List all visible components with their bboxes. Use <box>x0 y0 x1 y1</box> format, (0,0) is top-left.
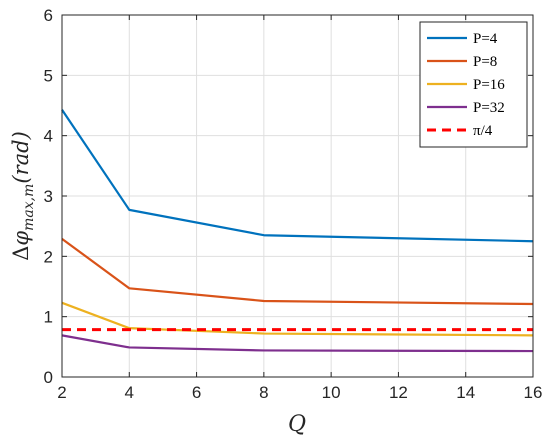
x-tick-label: 4 <box>125 383 134 402</box>
x-tick-label: 8 <box>259 383 268 402</box>
x-tick-label: 6 <box>192 383 201 402</box>
x-tick-label: 10 <box>322 383 341 402</box>
legend-label: P=32 <box>473 100 505 116</box>
series-line-2 <box>61 301 534 337</box>
y-tick-label: 6 <box>44 6 53 25</box>
series-line-3 <box>61 334 534 353</box>
series-layer <box>61 109 534 353</box>
y-axis-title-phi: φ <box>9 231 33 246</box>
y-tick-label: 5 <box>44 66 53 85</box>
legend-label: π/4 <box>473 123 493 139</box>
y-tick-label: 4 <box>44 127 53 146</box>
x-tick-label: 12 <box>389 383 408 402</box>
x-tick-label: 14 <box>456 383 475 402</box>
x-axis-title: Q <box>288 412 306 437</box>
legend: P=4 P=8 P=16 P=32 π/4 <box>419 21 528 148</box>
y-tick-label: 1 <box>44 308 53 327</box>
svg-text:Δφmax,m(rad): Δφmax,m(rad) <box>9 131 37 261</box>
y-axis-title-unit: (rad) <box>9 131 33 183</box>
series-line-0 <box>61 109 534 243</box>
y-axis-title: Δφmax,m(rad) <box>9 131 37 261</box>
y-tick-label: 3 <box>44 187 53 206</box>
legend-label: P=16 <box>473 77 505 93</box>
legend-label: P=4 <box>473 31 498 47</box>
x-tick-label: 16 <box>524 383 543 402</box>
series-line-1 <box>61 237 534 306</box>
y-axis-title-delta: Δ <box>9 246 33 261</box>
y-axis-title-subscript: max,m <box>21 184 37 231</box>
y-tick-label: 0 <box>44 368 53 387</box>
y-tick-label: 2 <box>44 247 53 266</box>
legend-label: P=8 <box>473 54 497 70</box>
x-tick-label: 2 <box>57 383 66 402</box>
